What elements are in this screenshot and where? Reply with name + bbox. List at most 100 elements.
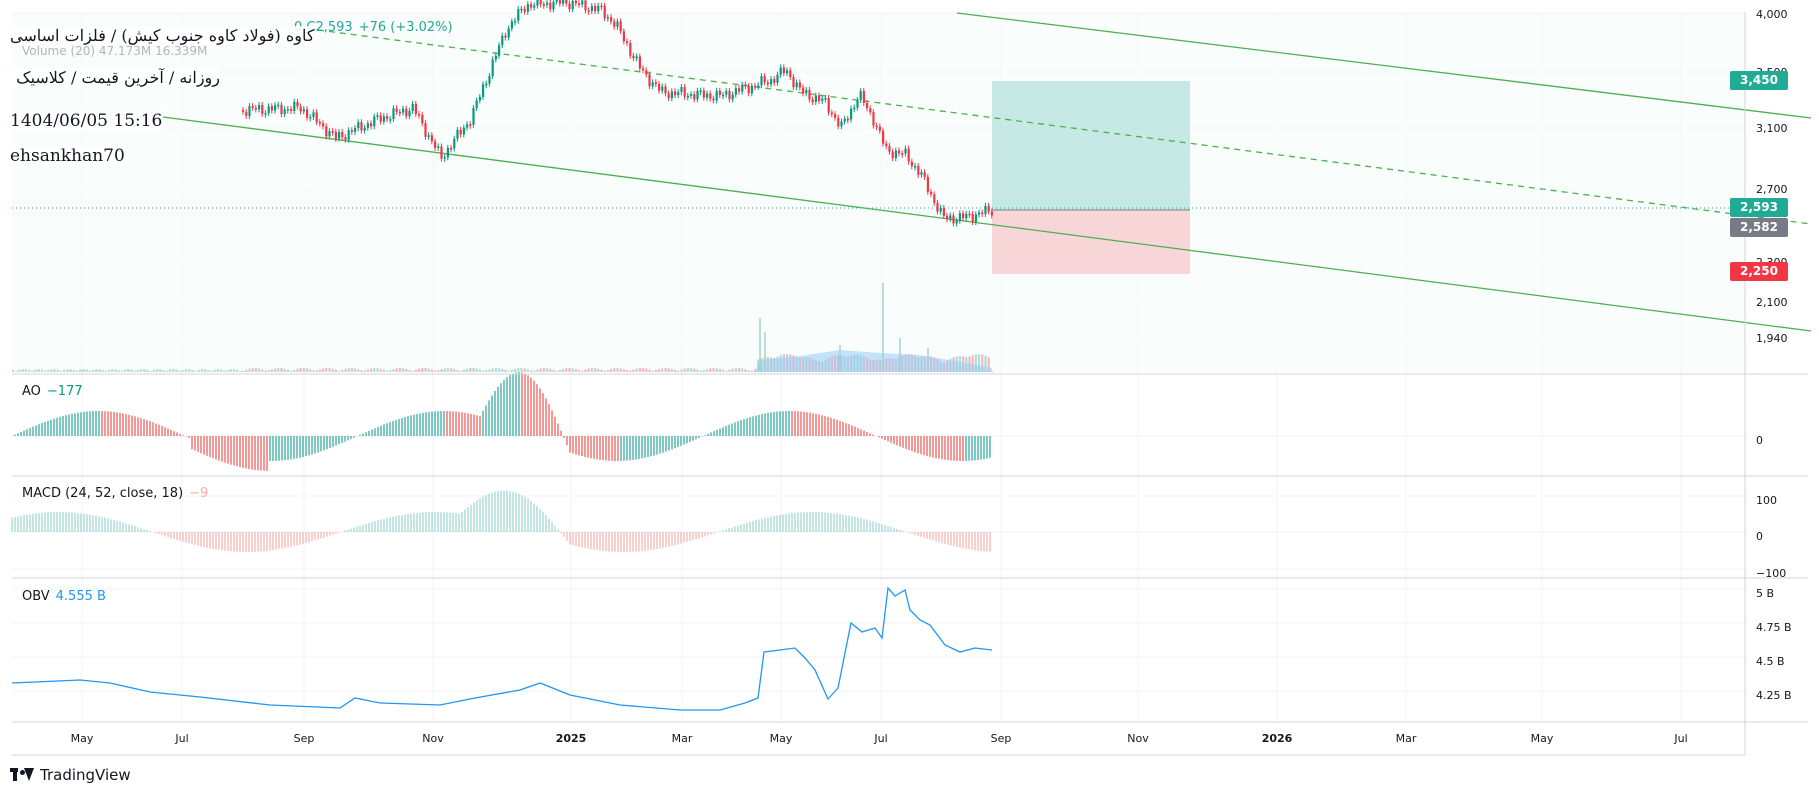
pane-separators[interactable]	[12, 12, 1808, 756]
target-price-badge: 3,450	[1730, 71, 1788, 90]
candle	[690, 94, 693, 96]
candle	[814, 95, 817, 102]
volume-bar	[549, 368, 552, 372]
volume-bar	[376, 368, 379, 372]
long-position-tool[interactable]	[12, 12, 1745, 372]
candle	[610, 17, 613, 22]
candle	[760, 76, 763, 86]
obv-tick-label: 4.5 B	[1756, 655, 1785, 668]
volume-bar	[168, 369, 171, 372]
volume-bar	[226, 370, 229, 372]
candle	[683, 87, 686, 97]
candle	[981, 212, 984, 215]
candle	[955, 220, 958, 224]
candle	[978, 212, 981, 215]
volume-bar	[738, 368, 741, 372]
channel-upper	[956, 12, 1812, 119]
volume-bar	[414, 369, 417, 372]
obv-line	[11, 586, 993, 711]
candle	[779, 67, 782, 75]
volume-bar	[165, 370, 168, 372]
candle	[600, 5, 603, 8]
candle	[843, 118, 846, 122]
candle	[715, 90, 718, 101]
candle	[766, 82, 769, 85]
volume-bar	[344, 368, 347, 372]
volume-bar	[478, 369, 481, 372]
volume-bar	[120, 370, 123, 372]
volume-bar	[472, 368, 475, 372]
volume-bar	[178, 370, 181, 372]
volume-label: Volume (20)	[22, 44, 96, 58]
volume-bar	[568, 368, 571, 372]
candle	[430, 135, 433, 142]
candle	[680, 87, 683, 93]
candle	[462, 127, 465, 135]
candle	[546, 2, 549, 5]
candle	[421, 114, 424, 124]
volume-bar	[191, 369, 194, 372]
stop-zone	[992, 210, 1190, 274]
volume-bar	[517, 368, 520, 372]
price-candles	[242, 0, 993, 227]
candle	[974, 214, 977, 222]
volume-bar	[974, 354, 977, 372]
symbol-subtitle: روزانه / آخرین قیمت / کلاسیک	[10, 68, 220, 87]
volume-bar	[175, 369, 178, 372]
time-axis[interactable]: May Jul Sep Nov 2025 Mar May Jul Sep Nov 2026 Mar Ma…	[71, 732, 1688, 745]
candle	[274, 105, 277, 111]
candle	[523, 8, 526, 12]
regression-channel[interactable]	[162, 12, 1812, 332]
candle	[472, 107, 475, 125]
tradingview-logo[interactable]: TradingView	[10, 766, 131, 784]
macd-legend: MACD (24, 52, close, 18) −9	[22, 486, 208, 501]
candle	[488, 76, 491, 84]
candle	[654, 82, 657, 85]
candle	[965, 213, 968, 219]
volume-bar	[616, 368, 619, 372]
candle	[437, 146, 440, 148]
candle	[587, 10, 590, 12]
volume-bar	[587, 368, 590, 372]
volume-bar	[648, 369, 651, 372]
volume-bar	[382, 369, 385, 372]
volume-bar	[63, 369, 66, 372]
candle	[872, 112, 875, 126]
candle	[338, 132, 341, 139]
volume-bar	[28, 370, 31, 372]
candle	[910, 161, 913, 167]
volume-bar	[606, 369, 609, 372]
candle	[254, 107, 257, 110]
candle	[402, 108, 405, 113]
candle	[450, 147, 453, 150]
volume-bar	[514, 368, 517, 372]
candle	[642, 68, 645, 71]
time-tick-label: Jul	[1673, 732, 1687, 745]
candle	[674, 91, 677, 96]
volume-bar	[92, 370, 95, 372]
volume-bar	[658, 369, 661, 372]
volume-bar	[744, 369, 747, 372]
volume-bar	[453, 368, 456, 372]
candle	[267, 106, 270, 114]
time-tick-label: 2025	[556, 732, 587, 745]
candle	[280, 104, 283, 115]
candle	[741, 84, 744, 92]
volume-bar	[642, 368, 645, 372]
candle	[706, 93, 709, 98]
ao-value: −177	[46, 384, 83, 399]
volume-bar	[274, 368, 277, 372]
volume-bar	[536, 369, 539, 372]
candle	[699, 90, 702, 93]
volume-bar	[488, 369, 491, 372]
ao-tick-label: 0	[1756, 434, 1763, 447]
candle	[574, 0, 577, 4]
volume-bar	[677, 370, 680, 372]
volume-bar	[258, 368, 261, 372]
volume-bar	[127, 369, 130, 372]
candle	[494, 55, 497, 60]
volume-bar	[734, 368, 737, 372]
volume-bar	[984, 355, 987, 372]
